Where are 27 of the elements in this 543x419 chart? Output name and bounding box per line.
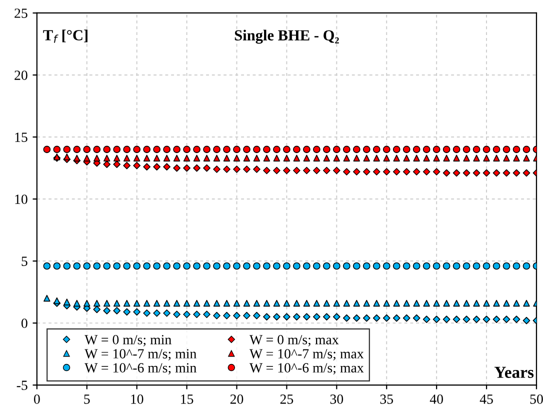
legend-label: W = 0 m/s; max (249, 335, 339, 346)
y-tick-label: 20 (14, 70, 28, 80)
legend-label: W = 10^-7 m/s; max (249, 349, 364, 360)
x-tick-label: 30 (330, 394, 344, 404)
legend-label: W = 10^-6 m/s; max (249, 363, 364, 375)
x-tick-label: 10 (131, 394, 144, 404)
y-tick-label: 0 (21, 318, 28, 328)
y-axis-title: T$_{f}$ [°C] (43, 30, 88, 43)
y-tick-label: 10 (15, 194, 28, 204)
y-tick-label: -5 (16, 380, 28, 390)
legend-label: W = 10^-7 m/s; min (84, 349, 196, 360)
x-tick-label: 50 (530, 394, 543, 404)
x-tick-label: 25 (280, 394, 294, 404)
legend-label: W = 0 m/s; min (84, 335, 172, 346)
text: Single BHE - Q₂ (234, 30, 339, 44)
x-axis-title: Years (494, 366, 534, 378)
x-tick-label: 5 (84, 394, 90, 404)
x-tick-label: 15 (181, 394, 194, 404)
x-tick-label: 45 (480, 394, 493, 404)
y-tick-label: 15 (15, 132, 28, 142)
legend-label: W = 10^-6 m/s; min (84, 363, 196, 375)
x-tick-label: 40 (430, 394, 443, 404)
y-tick-label: 5 (22, 256, 28, 266)
x-tick-label: 20 (230, 394, 244, 404)
x-tick-label: 0 (34, 394, 40, 404)
x-tick-label: 35 (380, 394, 394, 404)
y-tick-label: 25 (14, 8, 28, 18)
